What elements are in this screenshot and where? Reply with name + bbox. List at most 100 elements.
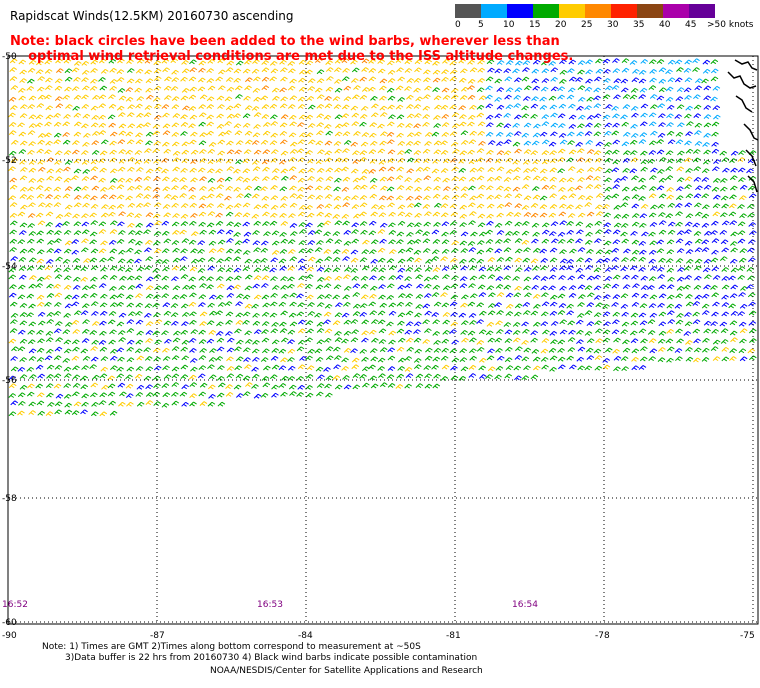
wind-barb <box>549 204 558 209</box>
wind-barb <box>288 157 297 162</box>
wind-barb <box>89 239 97 245</box>
wind-barb <box>593 103 602 109</box>
wind-barb <box>253 96 261 102</box>
wind-barb <box>359 221 368 226</box>
wind-barb <box>666 294 675 300</box>
wind-barb <box>505 292 514 298</box>
wind-barb <box>198 67 206 73</box>
wind-barb <box>225 158 234 164</box>
wind-barb <box>693 176 702 182</box>
wind-barb <box>261 159 270 165</box>
wind-barb <box>353 85 361 90</box>
wind-barb <box>261 348 270 354</box>
wind-barb <box>269 76 277 82</box>
wind-barb <box>64 212 72 218</box>
wind-barb <box>164 76 172 82</box>
wind-barb <box>243 347 251 353</box>
wind-barb <box>629 265 638 271</box>
wind-barb <box>323 249 332 254</box>
wind-barb <box>730 284 738 290</box>
wind-barb <box>28 167 37 173</box>
wind-barb <box>83 132 91 138</box>
wind-barb <box>63 275 72 281</box>
wind-barb <box>585 223 594 228</box>
wind-barb <box>683 284 691 290</box>
wind-barb <box>163 95 172 100</box>
wind-barb <box>127 123 136 129</box>
wind-barb <box>639 121 648 127</box>
wind-barb <box>28 303 36 309</box>
wind-barb <box>28 95 37 101</box>
wind-barb <box>361 249 370 255</box>
wind-barb <box>530 150 539 156</box>
wind-barb <box>684 312 692 317</box>
wind-barb <box>37 276 45 282</box>
wind-barb <box>467 241 476 246</box>
wind-barb <box>341 166 349 172</box>
wind-barb <box>683 265 692 271</box>
wind-barb <box>316 94 325 100</box>
wind-barb <box>172 247 180 253</box>
wind-barb <box>179 193 187 198</box>
wind-barb <box>397 258 406 264</box>
wind-barb <box>53 310 62 316</box>
wind-barb <box>171 122 180 128</box>
wind-barb <box>694 141 703 146</box>
wind-barb <box>10 256 18 262</box>
wind-barb <box>163 148 172 154</box>
wind-barb <box>730 231 738 237</box>
wind-barb <box>414 177 422 183</box>
wind-barb <box>351 121 360 127</box>
wind-barb <box>656 59 665 64</box>
wind-barb <box>198 211 207 217</box>
wind-barb <box>621 67 630 73</box>
wind-barb <box>539 248 548 254</box>
wind-barb <box>388 330 397 336</box>
wind-barb <box>611 257 620 262</box>
wind-barb <box>253 247 261 253</box>
legend-swatch <box>481 4 507 18</box>
wind-barb <box>657 302 665 308</box>
wind-barb <box>81 60 90 66</box>
wind-barb <box>620 223 629 228</box>
wind-barb <box>215 310 223 316</box>
wind-barb <box>503 186 512 192</box>
wind-barb <box>233 186 242 192</box>
wind-barb <box>98 283 107 288</box>
wind-barb <box>244 274 253 280</box>
wind-barb <box>703 85 712 91</box>
wind-barb <box>71 67 80 73</box>
wind-barb <box>172 257 181 263</box>
wind-barb <box>161 58 170 64</box>
wind-barb <box>692 311 700 317</box>
wind-barb <box>683 87 692 93</box>
wind-barb <box>539 168 548 174</box>
wind-barb <box>262 149 271 155</box>
wind-barb <box>9 202 18 207</box>
wind-barb <box>316 78 325 84</box>
wind-barb <box>460 320 469 326</box>
wind-barb <box>118 312 127 318</box>
wind-barb <box>350 141 359 147</box>
wind-barb <box>396 166 405 172</box>
wind-barb <box>478 266 487 272</box>
wind-barb <box>162 67 170 73</box>
wind-barb <box>541 159 550 165</box>
wind-barb <box>252 312 260 318</box>
wind-barb <box>648 212 657 218</box>
wind-barb <box>746 284 754 290</box>
wind-barb <box>578 294 586 300</box>
wind-barb <box>396 346 405 352</box>
wind-barb <box>90 122 99 128</box>
wind-barb <box>90 276 98 282</box>
wind-barb <box>287 239 296 245</box>
wind-barb <box>341 186 350 192</box>
wind-barb <box>431 292 440 297</box>
wind-barb <box>406 157 415 163</box>
wind-barb <box>215 294 224 300</box>
wind-barb <box>80 310 89 316</box>
wind-barb <box>551 238 559 244</box>
wind-barb <box>730 247 738 253</box>
wind-barb <box>575 185 583 191</box>
wind-barb <box>612 229 621 235</box>
